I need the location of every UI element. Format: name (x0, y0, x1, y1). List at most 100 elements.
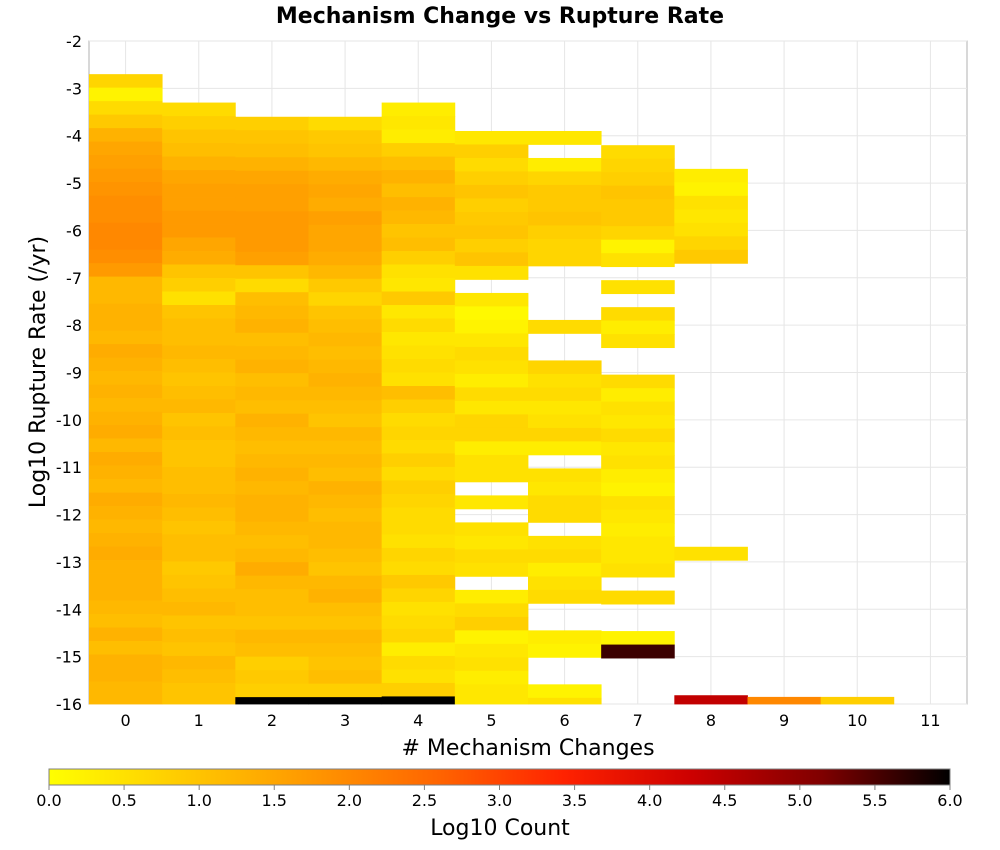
heatmap-cells (89, 74, 895, 705)
heatmap-cell (308, 656, 383, 671)
colorbar-tick-label: 2.5 (412, 791, 437, 810)
heatmap-cell (162, 102, 236, 117)
heatmap-cell (454, 144, 529, 159)
heatmap-cell (89, 519, 163, 534)
heatmap-cell (162, 534, 236, 549)
heatmap-cell (528, 468, 602, 483)
heatmap-cell (308, 157, 383, 172)
heatmap-cell (235, 184, 309, 199)
heatmap-cell (162, 642, 236, 657)
x-tick-label: 9 (779, 711, 789, 730)
heatmap-cell (162, 561, 236, 576)
heatmap-cell (601, 644, 675, 659)
heatmap-cell (601, 401, 675, 416)
heatmap-cell (162, 574, 236, 589)
heatmap-cell (674, 249, 748, 264)
heatmap-cell (162, 170, 236, 184)
heatmap-cell (308, 602, 383, 617)
heatmap-cell (235, 616, 309, 631)
heatmap-cell (454, 684, 529, 699)
heatmap-cell (381, 143, 456, 157)
heatmap-cell (89, 141, 163, 156)
heatmap-cell (89, 695, 163, 705)
heatmap-cell (601, 199, 675, 214)
heatmap-cell (89, 209, 163, 224)
heatmap-cell (381, 574, 456, 589)
heatmap-cell (308, 400, 383, 415)
y-tick-label: -9 (66, 364, 82, 383)
heatmap-cell (89, 668, 163, 682)
heatmap-cell (528, 508, 602, 523)
heatmap-cell (162, 669, 236, 684)
heatmap-cell (528, 549, 602, 564)
heatmap-cell (601, 496, 675, 510)
heatmap-cell (235, 413, 309, 428)
heatmap-cell (454, 130, 529, 145)
heatmap-cell (235, 656, 309, 671)
heatmap-cell (528, 441, 602, 456)
heatmap-cell (454, 603, 529, 618)
heatmap-cell (308, 211, 383, 226)
heatmap-cell (528, 184, 602, 199)
heatmap-cell (235, 575, 309, 590)
heatmap-cell (308, 427, 383, 442)
heatmap-cell (381, 210, 456, 225)
heatmap-cell (89, 479, 163, 493)
y-tick-label: -3 (66, 79, 82, 98)
heatmap-cell (235, 440, 309, 455)
heatmap-cell (528, 576, 602, 591)
heatmap-cell (89, 114, 163, 129)
heatmap-cell (235, 197, 309, 212)
heatmap-cell (162, 210, 236, 225)
heatmap-cell (89, 155, 163, 170)
heatmap-cell (308, 535, 383, 550)
colorbar-tick-label: 0.0 (36, 791, 61, 810)
colorbar-tick-label: 0.5 (111, 791, 136, 810)
colorbar-tick-label: 2.0 (337, 791, 362, 810)
heatmap-cell (454, 697, 529, 705)
heatmap-cell (528, 360, 602, 375)
heatmap-cell (89, 641, 163, 655)
heatmap-cell (454, 643, 529, 658)
heatmap-cell (308, 332, 383, 347)
heatmap-cell (381, 696, 456, 705)
heatmap-cell (235, 562, 309, 577)
heatmap-cell (235, 521, 309, 536)
heatmap-cell (601, 428, 675, 443)
heatmap-cell (381, 655, 456, 670)
heatmap-cell (601, 145, 675, 160)
heatmap-cell (820, 696, 895, 705)
heatmap-cell (601, 509, 675, 524)
y-tick-label: -10 (56, 411, 82, 430)
heatmap-cell (89, 614, 163, 628)
heatmap-cell (381, 426, 456, 441)
heatmap-cell (308, 305, 383, 320)
heatmap-cell (454, 630, 529, 645)
heatmap-cell (308, 521, 383, 536)
heatmap-cell (601, 415, 675, 430)
heatmap-cell (162, 251, 236, 265)
y-tick-label: -11 (56, 458, 82, 477)
heatmap-cell (381, 520, 456, 535)
heatmap-cell (162, 143, 236, 157)
heatmap-cell (601, 253, 675, 268)
heatmap-cell (89, 128, 163, 143)
heatmap-cell (528, 238, 602, 253)
heatmap-cell (381, 453, 456, 468)
heatmap-cell (235, 508, 309, 523)
heatmap-cell (235, 278, 309, 293)
heatmap-cell (162, 628, 236, 643)
y-tick-label: -15 (56, 648, 82, 667)
heatmap-cell (235, 454, 309, 469)
heatmap-cell (162, 547, 236, 562)
heatmap-cell (162, 399, 236, 414)
heatmap-cell (235, 373, 309, 388)
heatmap-cell (308, 251, 383, 266)
y-tick-label: -7 (66, 269, 82, 288)
heatmap-cell (747, 696, 822, 705)
heatmap-cell (308, 130, 383, 145)
heatmap-cell (381, 669, 456, 684)
heatmap-cell (381, 197, 456, 211)
heatmap-cell (601, 469, 675, 484)
